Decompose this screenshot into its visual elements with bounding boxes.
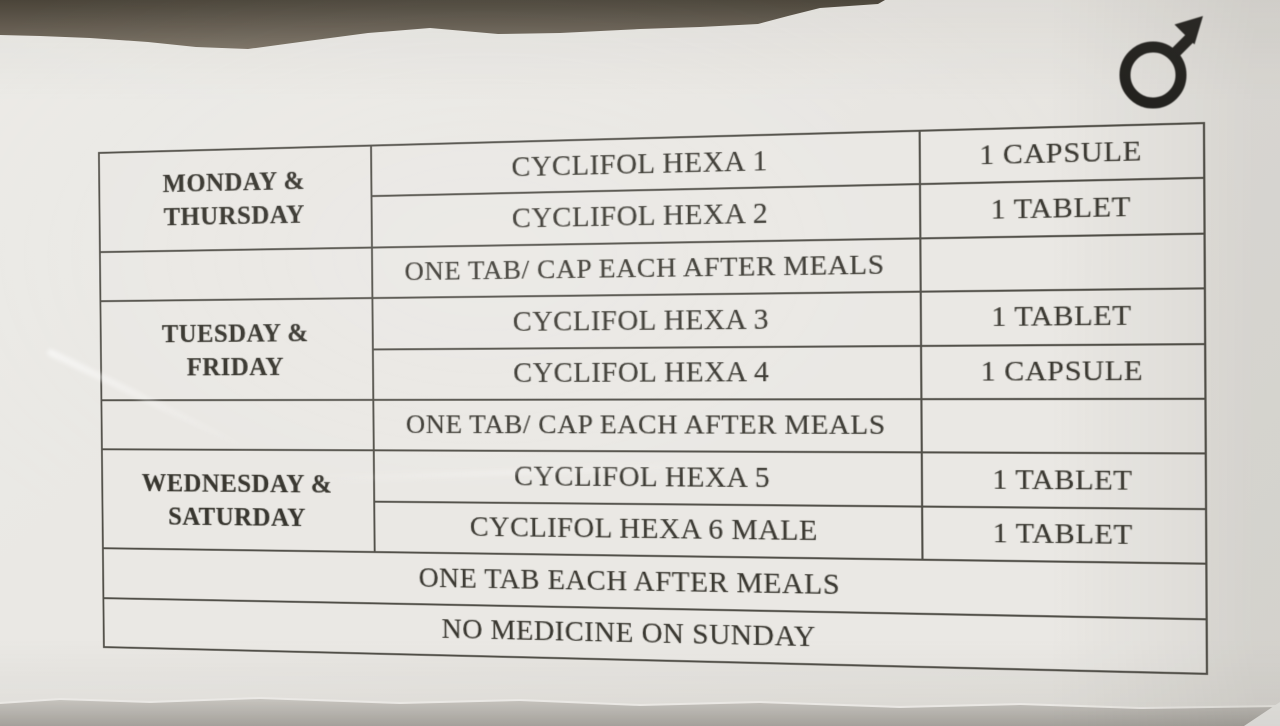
dose-value: 1 TABLET [921,289,1205,345]
dose-value: 1 TABLET [920,179,1204,238]
medication-schedule-table: MONDAY & THURSDAY CYCLIFOL HEXA 1 1 CAPS… [98,122,1209,675]
dose-value: 1 TABLET [923,507,1206,563]
day-group-tuesday-friday: TUESDAY & FRIDAY [101,299,373,400]
medicine-name: CYCLIFOL HEXA 4 [373,346,921,399]
dose-value: 1 CAPSULE [922,344,1205,399]
medicine-name: CYCLIFOL HEXA 1 [371,131,919,196]
instruction-row: ONE TAB/ CAP EACH AFTER MEALS [372,239,920,298]
empty-cell [100,248,372,301]
empty-cell [921,234,1204,291]
dose-value: 1 CAPSULE [920,124,1204,184]
day-group-wednesday-saturday: WEDNESDAY & SATURDAY [102,450,374,552]
empty-cell [922,399,1205,453]
dose-value: 1 TABLET [922,453,1205,508]
instruction-row: ONE TAB/ CAP EACH AFTER MEALS [374,400,921,452]
day-group-monday-thursday: MONDAY & THURSDAY [99,146,371,251]
schedule-grid: MONDAY & THURSDAY CYCLIFOL HEXA 1 1 CAPS… [98,122,1209,675]
medicine-name: CYCLIFOL HEXA 2 [372,185,920,247]
torn-paper-edge-bottom [0,696,1280,726]
empty-cell [102,400,373,450]
torn-paper-edge-top [0,0,885,49]
medicine-name: CYCLIFOL HEXA 6 MALE [375,502,922,559]
medicine-name: CYCLIFOL HEXA 3 [373,292,920,349]
male-gender-icon [1119,16,1203,109]
medicine-name: CYCLIFOL HEXA 5 [374,451,921,506]
